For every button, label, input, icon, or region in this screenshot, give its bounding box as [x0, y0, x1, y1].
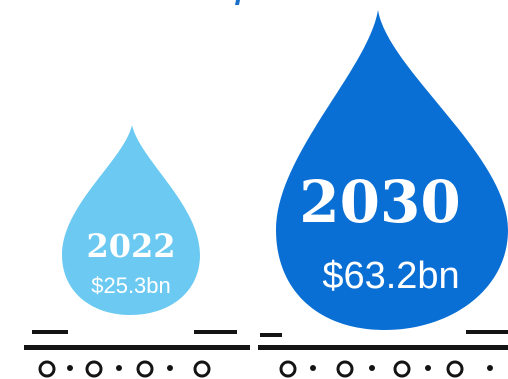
year-label-2030: 2030	[299, 168, 460, 236]
water-drop-2022	[62, 125, 200, 315]
conveyor-track-right	[258, 330, 508, 378]
water-drop-2030	[276, 10, 508, 330]
cropped-title-fragment	[235, 0, 240, 5]
amount-label-2030: $63.2bn	[322, 255, 459, 297]
amount-label-2022: $25.3bn	[91, 273, 171, 298]
year-label-2022: 2022	[86, 227, 175, 265]
conveyor-track-left	[24, 330, 250, 378]
